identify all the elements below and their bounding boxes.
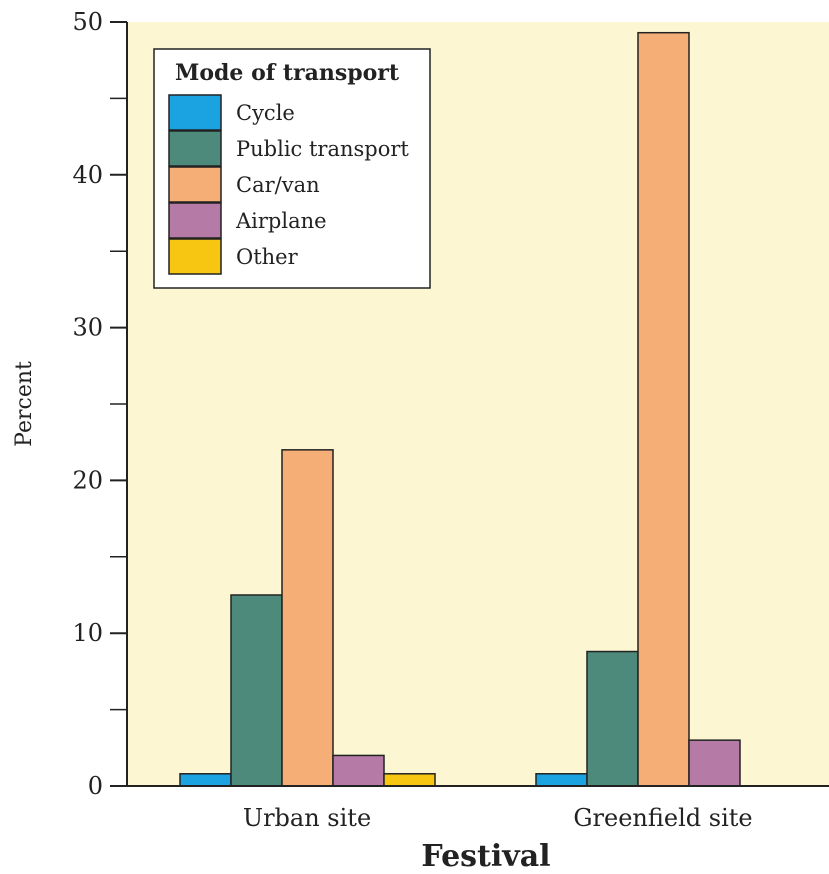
y-axis-title: Percent	[12, 361, 37, 447]
bar-public-transport-greenfield-site	[586, 650, 639, 787]
y-axis-ticks: 0 10 20 30 40 50	[72, 8, 127, 800]
bar-cycle-greenfield-site	[535, 773, 588, 787]
x-category-label-urban-site: Urban site	[243, 804, 371, 832]
bar-other-urban-site	[383, 773, 436, 787]
legend-swatch-public-transport	[168, 130, 222, 167]
y-tick-label: 50	[72, 8, 103, 36]
x-axis-category-labels: Urban site Greenfield site	[243, 804, 753, 832]
y-tick-label: 30	[72, 314, 103, 342]
legend-label-public-transport: Public transport	[236, 137, 409, 161]
legend-swatch-cycle	[168, 94, 222, 131]
legend-label-airplane: Airplane	[235, 209, 327, 233]
bar-airplane-greenfield-site	[688, 739, 741, 787]
legend-swatch-other	[168, 238, 222, 275]
bar-airplane-urban-site	[332, 754, 385, 787]
bar-public-transport-urban-site	[230, 594, 283, 787]
legend-swatch-car-van	[168, 166, 222, 203]
bar-cycle-urban-site	[179, 773, 232, 787]
x-axis-title: Festival	[421, 839, 550, 870]
legend-label-other: Other	[236, 245, 299, 269]
bar-car-van-urban-site	[281, 449, 334, 787]
legend-title: Mode of transport	[175, 60, 400, 86]
legend-label-car-van: Car/van	[236, 173, 320, 197]
y-tick-label: 40	[72, 161, 103, 189]
x-category-label-greenfield-site: Greenfield site	[573, 804, 752, 832]
legend-label-cycle: Cycle	[236, 101, 295, 125]
bar-car-van-greenfield-site	[637, 31, 690, 787]
legend-swatch-airplane	[168, 202, 222, 239]
legend-items: Cycle Public transport Car/van Airplane Othe…	[168, 94, 409, 275]
bars-layer	[179, 31, 741, 787]
y-tick-label: 10	[72, 619, 103, 647]
y-tick-label: 0	[88, 772, 103, 800]
y-tick-label: 20	[72, 466, 103, 494]
